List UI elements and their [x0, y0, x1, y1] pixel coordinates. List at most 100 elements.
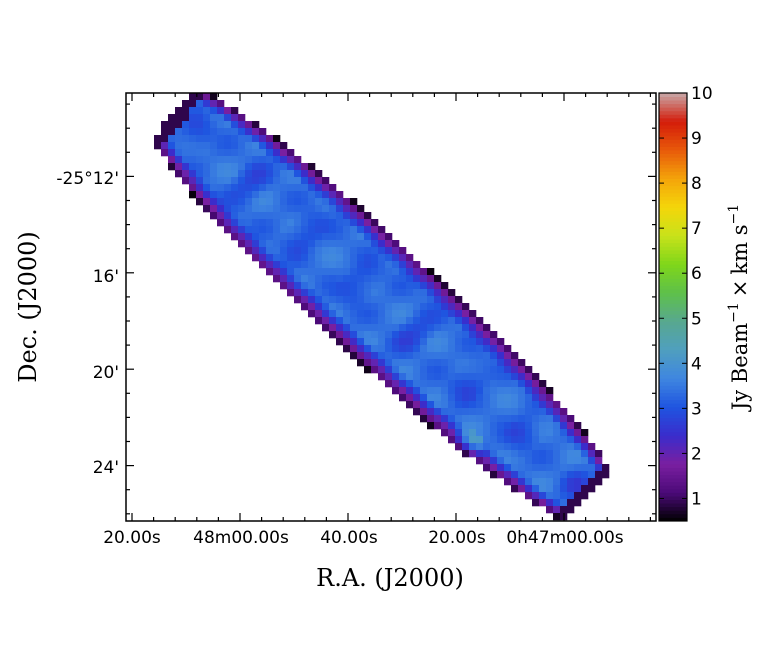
- map-pixel: [504, 436, 512, 444]
- map-pixel: [406, 254, 414, 262]
- colorbar-segment: [659, 217, 687, 222]
- map-pixel: [413, 331, 421, 339]
- map-pixel: [357, 345, 365, 353]
- map-pixel: [182, 142, 190, 150]
- map-pixel: [364, 338, 372, 346]
- map-pixel: [196, 156, 204, 164]
- map-pixel: [210, 93, 218, 101]
- map-pixel: [525, 380, 533, 388]
- map-pixel: [560, 415, 568, 423]
- colorbar-segment: [659, 214, 687, 219]
- map-pixel: [476, 408, 484, 416]
- map-pixel: [385, 240, 393, 248]
- map-pixel: [245, 142, 253, 150]
- map-pixel: [238, 121, 246, 129]
- map-pixel: [511, 387, 519, 395]
- map-pixel: [441, 352, 449, 360]
- map-pixel: [455, 401, 463, 409]
- map-pixel: [259, 184, 267, 192]
- map-pixel: [252, 219, 260, 227]
- map-pixel: [511, 464, 519, 472]
- map-pixel: [210, 128, 218, 136]
- map-pixel: [441, 296, 449, 304]
- map-pixel: [301, 268, 309, 276]
- map-pixel: [203, 142, 211, 150]
- colorbar-segment: [659, 421, 687, 426]
- map-pixel: [532, 485, 540, 493]
- map-pixel: [420, 331, 428, 339]
- map-pixel: [371, 324, 379, 332]
- map-pixel: [343, 317, 351, 325]
- map-pixel: [315, 303, 323, 311]
- map-pixel: [315, 317, 323, 325]
- map-pixel: [217, 100, 225, 108]
- map-pixel: [371, 303, 379, 311]
- map-pixel: [301, 163, 309, 171]
- map-pixel: [154, 135, 162, 143]
- map-pixel: [224, 128, 232, 136]
- map-pixel: [434, 366, 442, 374]
- map-pixel: [343, 247, 351, 255]
- map-pixel: [462, 450, 470, 458]
- colorbar-segment: [659, 160, 687, 165]
- map-pixel: [406, 380, 414, 388]
- map-pixel: [210, 135, 218, 143]
- map-pixel: [504, 429, 512, 437]
- map-pixel: [434, 303, 442, 311]
- map-pixel: [189, 142, 197, 150]
- map-pixel: [420, 289, 428, 297]
- map-pixel: [350, 254, 358, 262]
- map-pixel: [357, 359, 365, 367]
- map-pixel: [546, 485, 554, 493]
- map-pixel: [595, 464, 603, 472]
- map-pixel: [322, 198, 330, 206]
- map-pixel: [518, 366, 526, 374]
- map-pixel: [455, 338, 463, 346]
- map-pixel: [539, 436, 547, 444]
- map-pixel: [308, 303, 316, 311]
- map-pixel: [322, 184, 330, 192]
- map-pixel: [182, 100, 190, 108]
- colorbar-segment: [659, 164, 687, 169]
- map-pixel: [280, 142, 288, 150]
- map-pixel: [497, 415, 505, 423]
- map-pixel: [553, 478, 561, 486]
- map-pixel: [294, 177, 302, 185]
- map-pixel: [399, 359, 407, 367]
- map-pixel: [378, 254, 386, 262]
- map-pixel: [231, 170, 239, 178]
- colorbar-segment: [659, 317, 687, 322]
- colorbar-segment: [659, 96, 687, 101]
- map-pixel: [322, 303, 330, 311]
- colorbar-segment: [659, 510, 687, 515]
- map-pixel: [413, 268, 421, 276]
- map-pixel: [371, 240, 379, 248]
- map-pixel: [245, 219, 253, 227]
- map-pixel: [259, 177, 267, 185]
- map-pixel: [182, 114, 190, 122]
- map-pixel: [525, 443, 533, 451]
- map-pixel: [259, 233, 267, 241]
- map-pixel: [266, 156, 274, 164]
- map-pixel: [455, 436, 463, 444]
- map-pixel: [336, 268, 344, 276]
- map-pixel: [182, 128, 190, 136]
- map-pixel: [252, 233, 260, 241]
- colorbar-segment: [659, 321, 687, 326]
- map-pixel: [392, 303, 400, 311]
- map-pixel: [441, 401, 449, 409]
- map-pixel: [504, 345, 512, 353]
- map-pixel: [343, 261, 351, 269]
- map-pixel: [441, 331, 449, 339]
- y-tick-label: 16': [93, 267, 119, 287]
- map-pixel: [406, 317, 414, 325]
- map-pixel: [420, 373, 428, 381]
- map-pixel: [308, 212, 316, 220]
- map-pixel: [252, 198, 260, 206]
- map-pixel: [532, 429, 540, 437]
- colorbar-label-exp1: −1: [726, 302, 742, 323]
- x-tick-label: 0h47m00.00s: [506, 528, 623, 548]
- map-pixel: [301, 226, 309, 234]
- map-pixel: [161, 128, 169, 136]
- map-pixel: [224, 149, 232, 157]
